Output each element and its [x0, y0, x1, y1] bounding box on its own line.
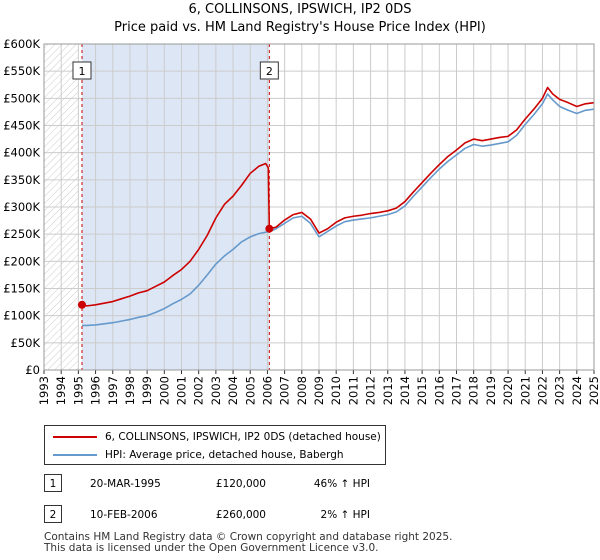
x-tick-label: 2012 [364, 376, 378, 405]
x-tick-label: 2004 [226, 376, 240, 405]
x-tick-label: 2020 [501, 376, 515, 405]
property-price-line [81, 86, 595, 307]
y-tick-label: £500K [3, 91, 40, 105]
x-tick-label: 2002 [192, 376, 206, 405]
y-tick-label: £0 [25, 363, 40, 377]
y-tick-label: £550K [3, 64, 40, 78]
price-chart: 1 2 £0 £50K £100K £150K £200K £250K £300K £350K £… [3, 37, 600, 405]
x-tick-label: 2013 [381, 376, 395, 405]
x-tick-label: 2005 [243, 376, 257, 405]
y-tick-label: £250K [3, 227, 40, 241]
x-tick-label: 1999 [140, 376, 154, 405]
y-tick-label: £600K [3, 37, 40, 51]
x-tick-label: 2015 [415, 376, 429, 405]
transaction-date: 20-MAR-1995 [90, 478, 161, 490]
y-tick-label: £50K [11, 336, 41, 350]
legend-label-hpi: HPI: Average price, detached house, Babe… [105, 449, 344, 461]
legend-swatch-property [53, 436, 97, 438]
x-tick-label: 2023 [553, 376, 567, 405]
transaction-price: £120,000 [215, 478, 266, 490]
x-tick-label: 2022 [535, 376, 549, 405]
x-tick-label: 1997 [106, 376, 120, 405]
chart-subtitle: Price paid vs. HM Land Registry's House … [114, 20, 486, 35]
sale-marker-box [72, 61, 92, 80]
x-tick-label: 1993 [37, 376, 51, 405]
x-tick-label: 2024 [570, 376, 584, 405]
x-tick-label: 2003 [209, 376, 223, 405]
y-tick-label: £100K [3, 309, 40, 323]
x-tick-label: 2019 [484, 376, 498, 405]
legend-swatch-hpi [53, 454, 97, 456]
x-tick-label: 2018 [467, 376, 481, 405]
x-tick-label: 2014 [398, 376, 412, 405]
sale-point [265, 224, 274, 233]
sale-marker-label: 2 [266, 65, 273, 78]
x-tick-label: 1998 [123, 376, 137, 405]
footer-copyright: Contains HM Land Registry data © Crown c… [44, 531, 453, 543]
x-tick-label: 2011 [346, 376, 360, 405]
x-tick-label: 1996 [89, 376, 103, 405]
x-tick-label: 2006 [260, 376, 274, 405]
sale-point [77, 300, 86, 309]
sale-marker-box [259, 61, 279, 80]
x-tick-label: 2001 [175, 376, 189, 405]
x-tick-label: 2017 [450, 376, 464, 405]
x-tick-label: 2016 [432, 376, 446, 405]
y-tick-label: £150K [3, 282, 40, 296]
x-tick-label: 2008 [295, 376, 309, 405]
hpi-line [81, 93, 595, 327]
y-tick-label: £350K [3, 173, 40, 187]
transaction-price: £260,000 [215, 509, 266, 521]
x-tick-label: 2021 [518, 376, 532, 405]
x-tick-label: 2010 [329, 376, 343, 405]
x-tick-label: 1995 [71, 376, 85, 405]
y-tick-label: £400K [3, 146, 40, 160]
transaction-date: 10-FEB-2006 [90, 509, 158, 521]
x-tick-label: 2025 [587, 376, 600, 405]
x-tick-label: 2007 [278, 376, 292, 405]
footer-licence: This data is licensed under the Open Gov… [44, 542, 379, 554]
legend-label-property: 6, COLLINSONS, IPSWICH, IP2 0DS (detache… [105, 431, 381, 443]
transaction-hpi: 46% ↑ HPI [313, 478, 370, 490]
y-tick-label: £450K [3, 119, 40, 133]
transaction-number: 1 [44, 474, 62, 492]
y-tick-label: £300K [3, 200, 40, 214]
transaction-hpi: 2% ↑ HPI [320, 509, 370, 521]
plot-frame [43, 43, 595, 371]
x-tick-label: 2000 [157, 376, 171, 405]
x-tick-label: 1994 [54, 376, 68, 405]
x-tick-label: 2009 [312, 376, 326, 405]
chart-title: 6, COLLINSONS, IPSWICH, IP2 0DS [188, 2, 412, 17]
sale-marker-label: 1 [78, 65, 85, 78]
y-tick-label: £200K [3, 254, 40, 268]
legend: 6, COLLINSONS, IPSWICH, IP2 0DS (detache… [44, 425, 386, 465]
transaction-number: 2 [44, 505, 62, 523]
